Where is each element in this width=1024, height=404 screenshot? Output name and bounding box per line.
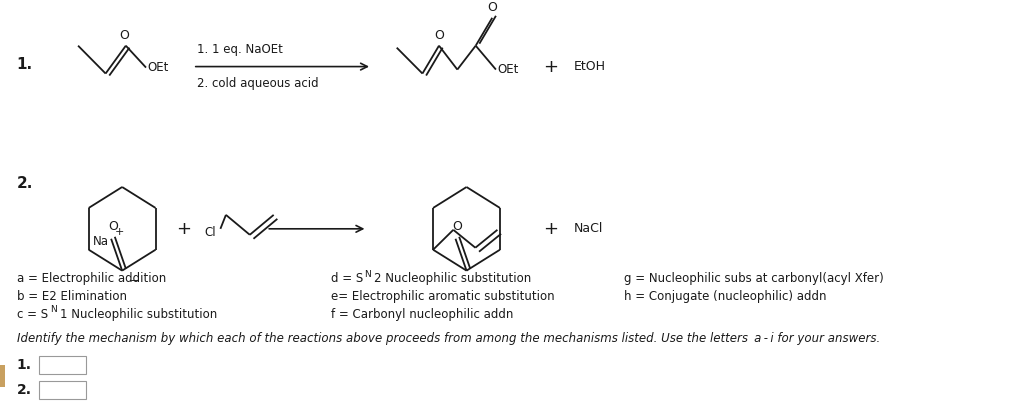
Text: OEt: OEt [147, 61, 169, 74]
Text: N: N [365, 269, 372, 279]
Text: EtOH: EtOH [574, 60, 606, 73]
Text: Identify the mechanism by which each of the reactions above proceeds from among : Identify the mechanism by which each of … [16, 332, 880, 345]
Text: c = S: c = S [16, 308, 48, 321]
Text: +: + [544, 220, 558, 238]
Text: g = Nucleophilic subs at carbonyl(acyl Xfer): g = Nucleophilic subs at carbonyl(acyl X… [625, 272, 885, 285]
FancyBboxPatch shape [39, 381, 86, 399]
Text: −: − [129, 276, 139, 286]
Text: O: O [119, 29, 129, 42]
Text: 2 Nucleophilic substitution: 2 Nucleophilic substitution [374, 272, 531, 285]
Text: a = Electrophilic addition: a = Electrophilic addition [16, 272, 166, 285]
Text: 1.: 1. [16, 57, 33, 72]
Text: O: O [487, 1, 498, 15]
Text: OEt: OEt [498, 63, 519, 76]
Text: b = E2 Elimination: b = E2 Elimination [16, 290, 127, 303]
Text: 2. cold aqueous acid: 2. cold aqueous acid [198, 77, 319, 90]
Bar [0, 365, 4, 387]
Text: O: O [434, 29, 444, 42]
Text: +: + [176, 220, 191, 238]
FancyBboxPatch shape [39, 356, 86, 374]
Text: 2.: 2. [16, 383, 32, 397]
Text: NaCl: NaCl [574, 222, 603, 235]
Text: O: O [108, 220, 118, 234]
Text: N: N [50, 305, 57, 314]
Text: 2.: 2. [16, 176, 33, 191]
Text: Cl: Cl [204, 226, 215, 239]
Text: Na: Na [93, 235, 110, 248]
Text: 1 Nucleophilic substitution: 1 Nucleophilic substitution [59, 308, 217, 321]
Text: +: + [544, 58, 558, 76]
Text: e= Electrophilic aromatic substitution: e= Electrophilic aromatic substitution [331, 290, 554, 303]
Text: 1. 1 eq. NaOEt: 1. 1 eq. NaOEt [198, 43, 284, 56]
Text: O: O [453, 220, 462, 234]
Text: f = Carbonyl nucleophilic addn: f = Carbonyl nucleophilic addn [331, 308, 513, 321]
Text: +: + [115, 227, 124, 237]
Text: d = S: d = S [331, 272, 362, 285]
Text: h = Conjugate (nucleophilic) addn: h = Conjugate (nucleophilic) addn [625, 290, 827, 303]
Text: 1.: 1. [16, 358, 32, 372]
